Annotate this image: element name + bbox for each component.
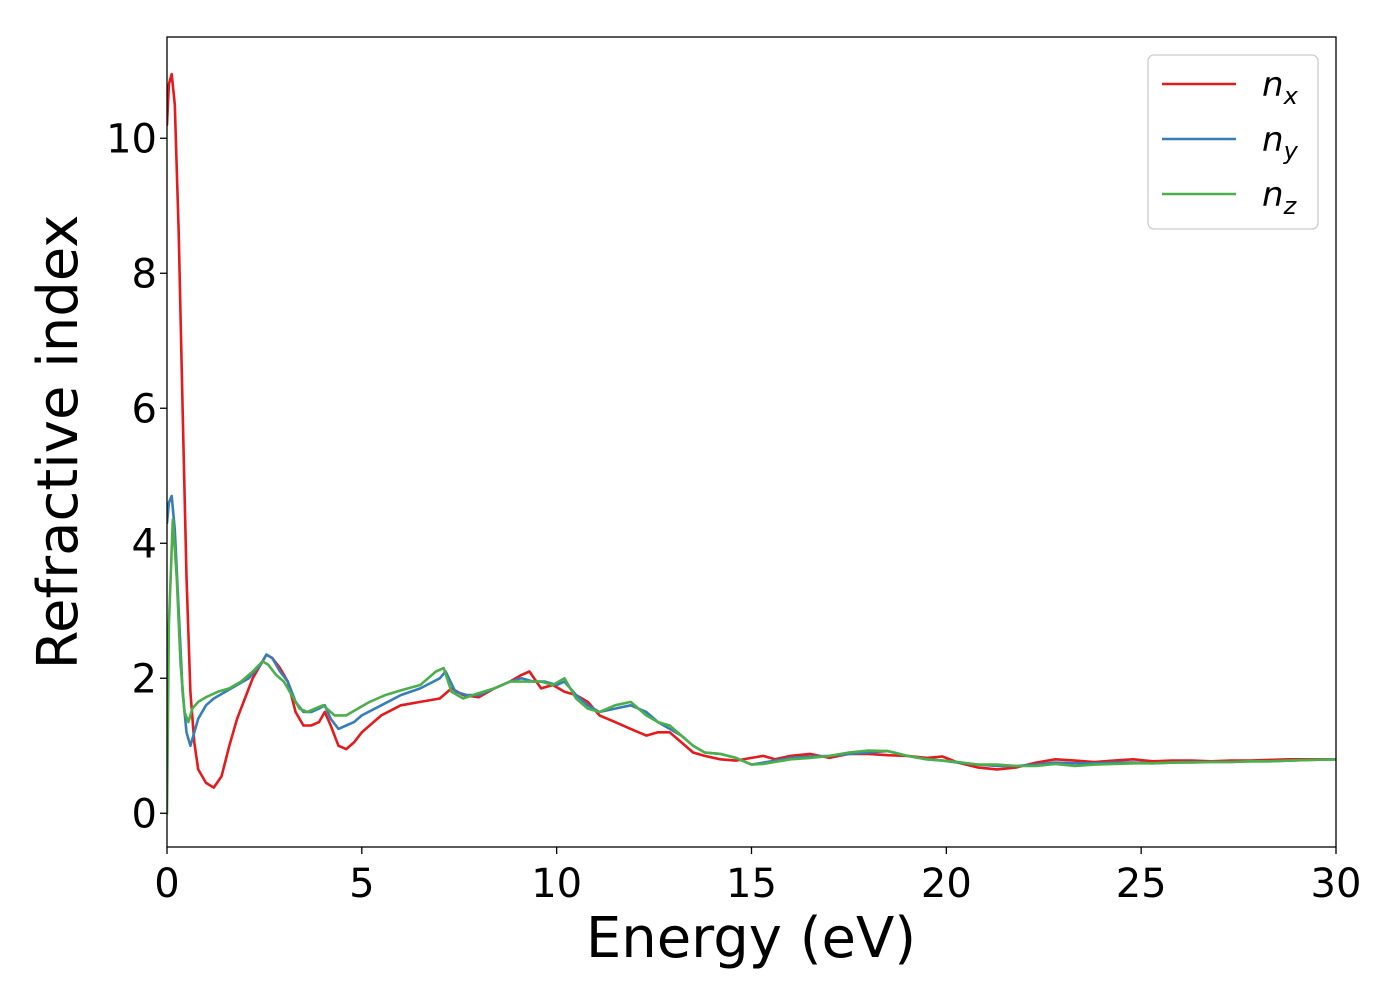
- x-tick-label: 20: [921, 861, 972, 907]
- series-line-x: [167, 72, 1336, 789]
- x-tick-label: 30: [1311, 861, 1362, 907]
- x-tick-label: 15: [726, 861, 777, 907]
- legend-label-y: ny: [1262, 120, 1299, 165]
- x-tick-label: 25: [1116, 861, 1167, 907]
- y-tick-label: 2: [132, 656, 157, 702]
- legend: nx ny nz: [1147, 54, 1319, 230]
- y-tick-label: 10: [106, 116, 157, 162]
- y-tick-label: 8: [132, 251, 157, 297]
- x-tick-label: 10: [531, 861, 582, 907]
- legend-box: [1147, 54, 1319, 230]
- legend-label-z: nz: [1262, 175, 1298, 220]
- x-tick-label: 5: [349, 861, 374, 907]
- y-tick-label: 0: [132, 791, 157, 837]
- y-tick-label: 4: [132, 521, 157, 567]
- y-tick-label: 6: [132, 386, 157, 432]
- series-line-z: [167, 518, 1336, 815]
- series-layer: [167, 72, 1336, 815]
- y-axis-label: Refractive index: [26, 215, 91, 670]
- legend-label-x: nx: [1262, 65, 1299, 110]
- y-axis: 0 2 4 6 8 10: [106, 116, 167, 837]
- x-tick-label: 0: [154, 861, 179, 907]
- x-axis: 0 5 10 15 20 25 30: [154, 847, 1361, 907]
- x-axis-label: Energy (eV): [586, 906, 916, 971]
